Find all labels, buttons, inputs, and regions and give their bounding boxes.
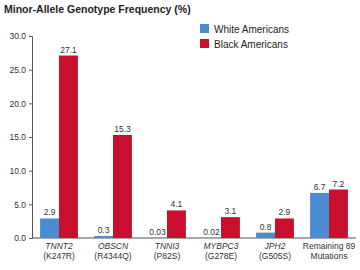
- tick-mark: [29, 204, 32, 205]
- plot: 0.0 5.0 10.0 15.0 20.0 25.0 30.0 2.9 0.3 0.03 0.02…: [9, 31, 356, 261]
- data-label: 4.1: [171, 199, 183, 209]
- legend-swatch: [200, 24, 209, 33]
- x-axis-line: [32, 238, 356, 239]
- tick-label: 20.0: [9, 99, 26, 109]
- legend: White Americans Black Americans: [200, 24, 289, 50]
- tick-label: 30.0: [9, 31, 26, 41]
- tick: 30.0: [9, 31, 32, 41]
- bar: [40, 218, 59, 238]
- category-label: JPH2(G505S): [259, 241, 291, 261]
- tick-mark: [29, 36, 32, 37]
- category-label: MYBPC3(G278E): [204, 241, 239, 261]
- data-label: 6.7: [314, 182, 326, 192]
- tick-label: 15.0: [9, 132, 26, 142]
- bars: [40, 56, 348, 238]
- tick-mark: [29, 238, 32, 239]
- tick-mark: [29, 70, 32, 71]
- tick: 0.0: [14, 233, 32, 243]
- tick: 5.0: [14, 200, 32, 210]
- tick-mark: [29, 103, 32, 104]
- data-label: 0.3: [98, 225, 110, 235]
- axis-line: [29, 37, 33, 239]
- legend-swatch: [200, 39, 209, 48]
- bar: [310, 193, 329, 238]
- tick: 25.0: [9, 65, 32, 75]
- legend-item: White Americans: [200, 24, 289, 35]
- bar: [59, 56, 78, 238]
- data-label: 0.02: [203, 227, 220, 237]
- data-label: 2.9: [44, 207, 56, 217]
- data-label: 27.1: [60, 45, 77, 55]
- category-label: Remaining 89Mutations: [303, 241, 356, 261]
- bar: [202, 237, 221, 238]
- tick: 20.0: [9, 99, 32, 109]
- tick-mark: [29, 137, 32, 138]
- chart: Minor-Allele Genotype Frequency (%) 0.0 5.…: [0, 0, 360, 270]
- tick-label: 10.0: [9, 166, 26, 176]
- tick: 10.0: [9, 166, 32, 176]
- data-label: 2.9: [279, 207, 291, 217]
- bar: [167, 210, 186, 238]
- legend-item: Black Americans: [200, 39, 288, 50]
- bar: [275, 218, 294, 238]
- data-label: 3.1: [225, 206, 237, 216]
- tick-label: 0.0: [14, 233, 26, 243]
- data-label: 7.2: [333, 179, 345, 189]
- bar: [256, 233, 275, 238]
- bar: [94, 236, 113, 238]
- data-label: 0.8: [260, 222, 272, 232]
- x-axis: TNNT2(K247R) OBSCN(R4344Q) TNNI3(P82S) MYBP…: [43, 241, 355, 261]
- tick-mark: [29, 171, 32, 172]
- data-labels: 2.9 0.3 0.03 0.02 0.8 6.7 27.1 15.3 4.1 3.1 2.9 7.2: [44, 45, 345, 237]
- tick-label: 5.0: [14, 200, 26, 210]
- title: Minor-Allele Genotype Frequency (%): [4, 3, 191, 15]
- category-label: TNNI3(P82S): [154, 241, 181, 261]
- category-label: TNNT2(K247R): [43, 241, 75, 261]
- bar: [113, 135, 132, 238]
- legend-label: White Americans: [214, 24, 289, 35]
- data-label: 0.03: [149, 227, 166, 237]
- data-label: 15.3: [114, 124, 131, 134]
- tick: 15.0: [9, 132, 32, 142]
- y-axis: 0.0 5.0 10.0 15.0 20.0 25.0 30.0: [9, 31, 32, 243]
- bar: [221, 217, 240, 238]
- bar: [329, 190, 348, 238]
- tick-label: 25.0: [9, 65, 26, 75]
- bar: [148, 237, 167, 238]
- legend-label: Black Americans: [214, 39, 288, 50]
- category-label: OBSCN(R4344Q): [94, 241, 131, 261]
